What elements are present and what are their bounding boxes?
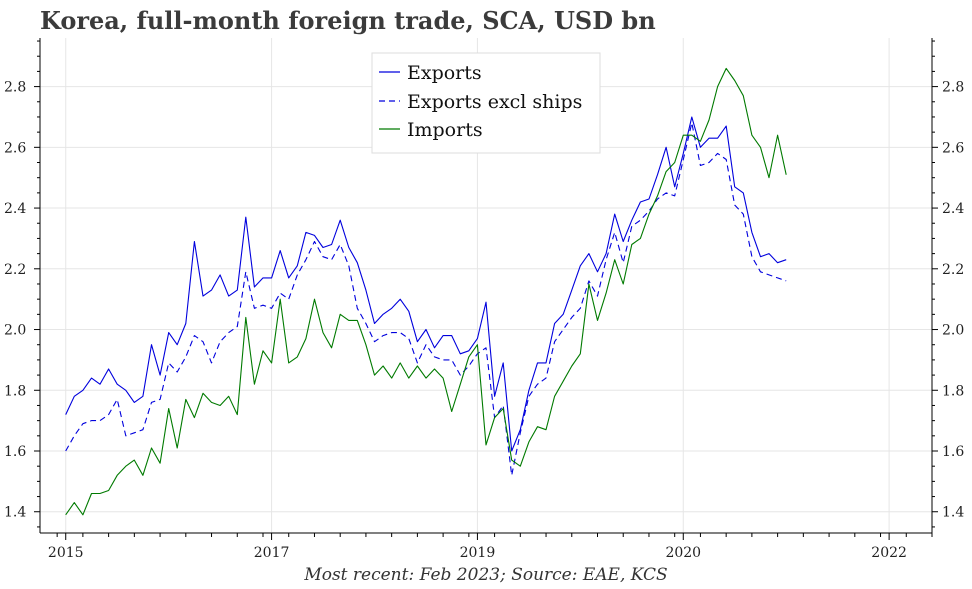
axes: 1.4 1.4 1.6 1.6 1.8 1.8 2.0 2.0 2.2 2.2 2.4 2.4 2.6 2… — [4, 38, 964, 561]
series-line-exports — [65, 116, 787, 452]
series-line-exports-excl-ships — [65, 122, 787, 476]
x-tick-label: 2019 — [460, 545, 496, 561]
legend-label-exports: Exports — [407, 62, 482, 84]
y-tick-label-left: 2.8 — [4, 80, 26, 96]
legend-label-imports: Imports — [407, 119, 483, 141]
y-tick-label-right: 2.8 — [942, 80, 964, 96]
y-tick-label-right: 1.6 — [942, 444, 964, 460]
x-tick-label: 2015 — [48, 545, 84, 561]
x-tick-label: 2017 — [254, 545, 290, 561]
y-tick-label-left: 1.4 — [4, 505, 26, 521]
source-note: Most recent: Feb 2023; Source: EAE, KCS — [304, 565, 668, 585]
y-tick-label-right: 2.0 — [942, 323, 964, 339]
chart-title: Korea, full-month foreign trade, SCA, US… — [40, 6, 656, 35]
y-tick-label-left: 2.6 — [4, 140, 26, 156]
chart-plot: 1.4 1.4 1.6 1.6 1.8 1.8 2.0 2.0 2.2 2.2 2.4 2.4 2.6 2… — [4, 38, 964, 561]
y-tick-label-left: 2.0 — [4, 323, 26, 339]
grid-lines — [40, 38, 932, 533]
legend: Exports Exports excl ships Imports — [371, 52, 601, 154]
y-tick-label-right: 1.4 — [942, 505, 964, 521]
y-tick-label-right: 2.2 — [942, 262, 964, 278]
series-line-imports — [65, 67, 787, 516]
y-tick-label-left: 2.4 — [4, 201, 26, 217]
legend-box — [371, 52, 601, 154]
x-tick-label: 2022 — [871, 545, 907, 561]
series-lines — [65, 67, 787, 516]
y-tick-label-right: 1.8 — [942, 383, 964, 399]
y-tick-label-right: 2.4 — [942, 201, 964, 217]
y-tick-label-right: 2.6 — [942, 140, 964, 156]
legend-label-exports-excl-ships: Exports excl ships — [407, 91, 582, 113]
y-tick-label-left: 2.2 — [4, 262, 26, 278]
y-tick-label-left: 1.8 — [4, 383, 26, 399]
y-tick-label-left: 1.6 — [4, 444, 26, 460]
x-tick-label: 2020 — [665, 545, 701, 561]
